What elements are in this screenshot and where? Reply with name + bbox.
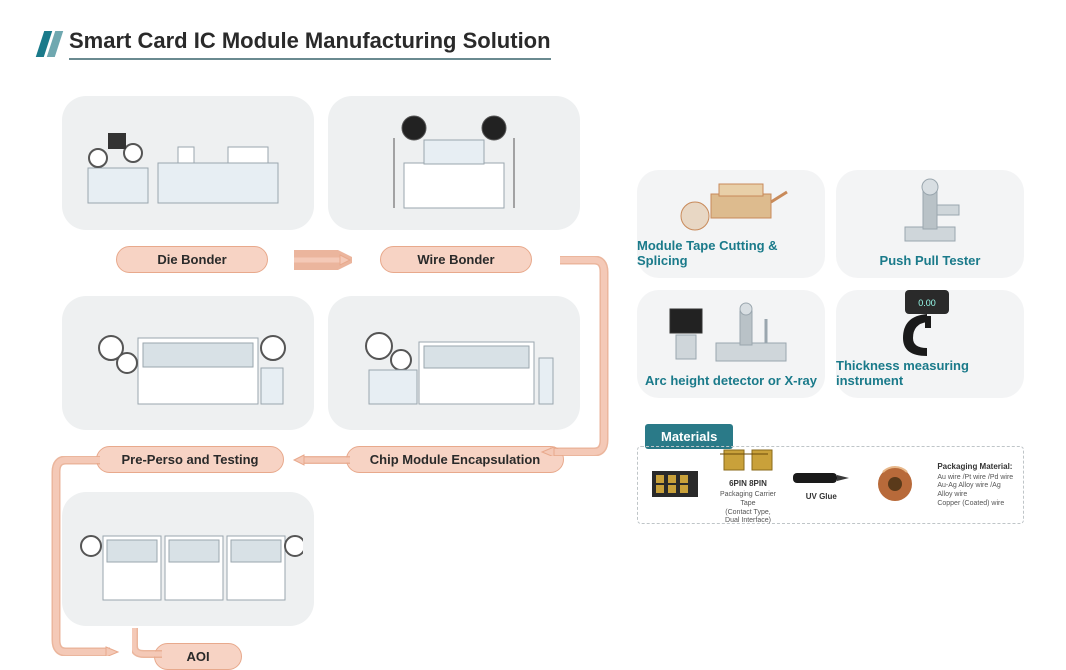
process-box-pre bbox=[62, 296, 314, 430]
svg-text:0.00: 0.00 bbox=[918, 298, 936, 308]
material-item-2: UV Glue bbox=[785, 469, 858, 501]
pre-perso-machine-icon bbox=[83, 308, 293, 418]
material-item-3 bbox=[858, 464, 931, 506]
material-icon bbox=[875, 464, 915, 506]
flow-arrow-4 bbox=[132, 628, 172, 658]
process-box-die bbox=[62, 96, 314, 230]
materials-panel: 6PIN 8PINPackaging Carrier Tape (Contact… bbox=[637, 446, 1024, 524]
flow-arrow-0 bbox=[292, 250, 352, 270]
material-item-0 bbox=[638, 467, 711, 503]
equipment-label: Arc height detector or X-ray bbox=[645, 373, 817, 388]
equipment-box-1: Push Pull Tester bbox=[836, 170, 1024, 278]
process-box-wire bbox=[328, 96, 580, 230]
material-item-1: 6PIN 8PINPackaging Carrier Tape (Contact… bbox=[711, 444, 784, 526]
flow-arrow-2 bbox=[292, 450, 352, 470]
process-label-pre: Pre-Perso and Testing bbox=[96, 446, 284, 473]
encapsulation-machine-icon bbox=[349, 308, 559, 418]
equipment-box-2: Arc height detector or X-ray bbox=[637, 290, 825, 398]
material-icon bbox=[720, 444, 776, 476]
equipment-box-3: 0.00 Thickness measuring instrument bbox=[836, 290, 1024, 398]
flow-arrow-3 bbox=[50, 456, 120, 656]
material-icon bbox=[650, 467, 700, 503]
title-bars-icon bbox=[36, 31, 63, 57]
process-label-wire: Wire Bonder bbox=[380, 246, 532, 273]
page-title-row: Smart Card IC Module Manufacturing Solut… bbox=[40, 28, 551, 60]
flow-arrow-1 bbox=[540, 256, 610, 456]
material-icon bbox=[791, 469, 851, 489]
material-item-4: Packaging Material:Au wire /Pt wire /Pd … bbox=[931, 462, 1023, 509]
equipment-label: Module Tape Cutting & Splicing bbox=[637, 238, 825, 268]
page-title: Smart Card IC Module Manufacturing Solut… bbox=[69, 28, 551, 60]
equipment-label: Thickness measuring instrument bbox=[836, 358, 1024, 388]
wire-bonder-machine-icon bbox=[374, 108, 534, 218]
die-bonder-machine-icon bbox=[78, 113, 298, 213]
process-label-die: Die Bonder bbox=[116, 246, 268, 273]
process-label-encap: Chip Module Encapsulation bbox=[346, 446, 564, 473]
equipment-box-0: Module Tape Cutting & Splicing bbox=[637, 170, 825, 278]
equipment-label: Push Pull Tester bbox=[880, 253, 981, 268]
